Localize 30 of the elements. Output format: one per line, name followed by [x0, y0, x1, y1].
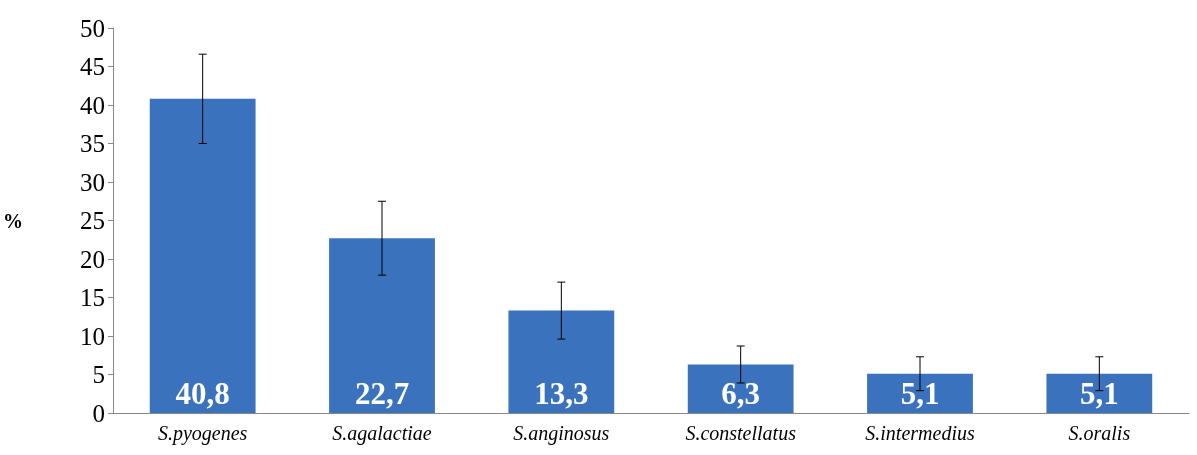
y-tick-label: 0: [92, 399, 105, 427]
y-tick-label: 30: [80, 168, 105, 196]
y-tick-label: 25: [80, 207, 105, 234]
y-tick-label: 10: [80, 322, 105, 350]
y-tick-label: 50: [80, 14, 105, 42]
x-tick-label: S.agalactiae: [332, 422, 432, 445]
bar: [329, 238, 435, 413]
bar: [867, 373, 973, 413]
bar: [687, 364, 794, 413]
y-tick-label: 40: [80, 91, 105, 119]
bar: [1046, 373, 1153, 413]
y-tick-label: 35: [80, 130, 105, 157]
data-label: 40,8: [175, 376, 230, 411]
y-tick-label: 5: [92, 361, 105, 388]
y-tick-label: 45: [80, 53, 105, 80]
data-label: 22,7: [354, 376, 410, 411]
x-tick-label: S.anginosus: [513, 422, 610, 445]
data-label: 5,1: [900, 376, 940, 411]
y-tick-label: 15: [80, 284, 105, 311]
x-tick-label: S.oralis: [1068, 422, 1131, 444]
data-label: 13,3: [534, 376, 589, 411]
data-label: 5,1: [1079, 376, 1119, 411]
bar: [149, 98, 256, 413]
bar: [508, 310, 615, 413]
y-tick-label: 20: [80, 245, 105, 273]
y-axis-title: %: [3, 209, 23, 232]
data-label: 6,3: [721, 376, 761, 411]
x-tick-label: S.intermedius: [865, 422, 975, 444]
x-tick-label: S.constellatus: [685, 422, 797, 444]
x-tick-label: S.pyogenes: [157, 422, 248, 445]
